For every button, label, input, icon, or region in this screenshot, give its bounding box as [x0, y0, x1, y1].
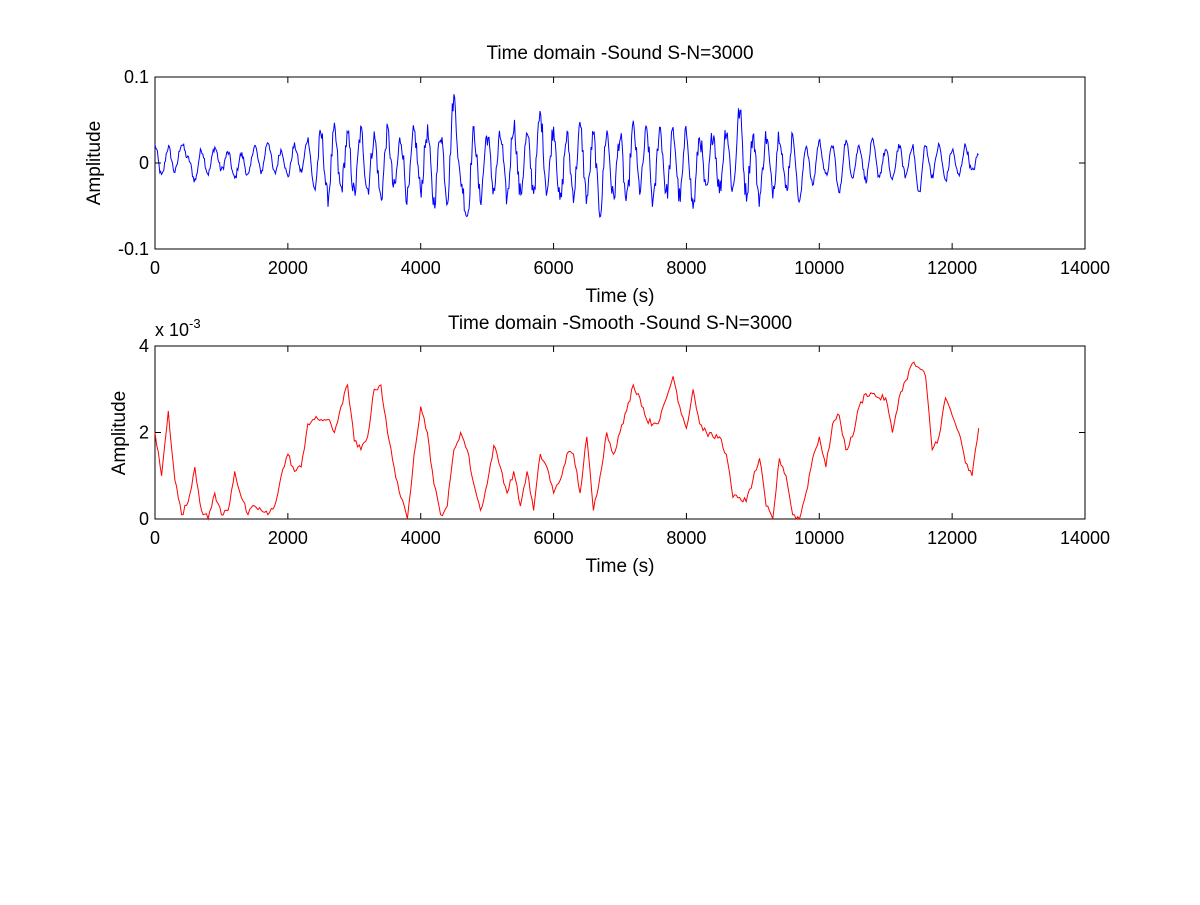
- x-tick-label: 14000: [1060, 528, 1110, 548]
- x-tick-label: 0: [150, 258, 160, 278]
- y-tick-label: 0.1: [124, 67, 149, 87]
- series-line: [154, 361, 980, 521]
- x-tick-label: 2000: [268, 528, 308, 548]
- y-tick-label: 2: [139, 423, 149, 443]
- x-tick-label: 8000: [666, 258, 706, 278]
- y-tick-label: -0.1: [118, 239, 149, 259]
- x-tick-label: 2000: [268, 258, 308, 278]
- x-tick-label: 4000: [401, 528, 441, 548]
- subplot-2-ticks: 0 2000 4000 6000 8000 10000 12000 14000 0 2 4: [139, 336, 1110, 548]
- y-tick-label: 4: [139, 336, 149, 356]
- multiplier-exponent: -3: [189, 316, 201, 331]
- subplot-smooth: Time domain -Smooth -Sound S-N=3000 x 10…: [109, 313, 1110, 577]
- subplot-1-xlabel: Time (s): [586, 286, 655, 307]
- x-tick-label: 0: [150, 528, 160, 548]
- subplot-1-title: Time domain -Sound S-N=3000: [486, 43, 753, 64]
- subplot-2-multiplier: x 10-3: [155, 316, 201, 340]
- x-tick-label: 6000: [534, 258, 574, 278]
- x-tick-label: 12000: [927, 258, 977, 278]
- subplot-1-ylabel: Amplitude: [84, 121, 105, 206]
- subplot-1-ticks: 0 2000 4000 6000 8000 10000 12000 14000-0.100.1: [118, 67, 1110, 278]
- x-tick-label: 10000: [794, 258, 844, 278]
- x-tick-label: 14000: [1060, 258, 1110, 278]
- subplot-2-title: Time domain -Smooth -Sound S-N=3000: [448, 313, 792, 334]
- subplot-2-series: [154, 361, 980, 521]
- subplot-2-ylabel: Amplitude: [109, 391, 130, 476]
- y-tick-label: 0: [139, 509, 149, 529]
- subplot-1-series: [154, 94, 979, 218]
- x-tick-label: 6000: [534, 528, 574, 548]
- subplot-1-axes-box: [154, 76, 1086, 250]
- series-line: [154, 94, 979, 218]
- x-tick-label: 4000: [401, 258, 441, 278]
- multiplier-base: x 10: [155, 320, 189, 340]
- x-tick-label: 8000: [666, 528, 706, 548]
- x-tick-label: 10000: [794, 528, 844, 548]
- y-tick-label: 0: [139, 153, 149, 173]
- x-tick-label: 12000: [927, 528, 977, 548]
- subplot-time-domain: Time domain -Sound S-N=3000 0 2000 4000 600…: [84, 43, 1110, 307]
- subplot-2-xlabel: Time (s): [586, 556, 655, 577]
